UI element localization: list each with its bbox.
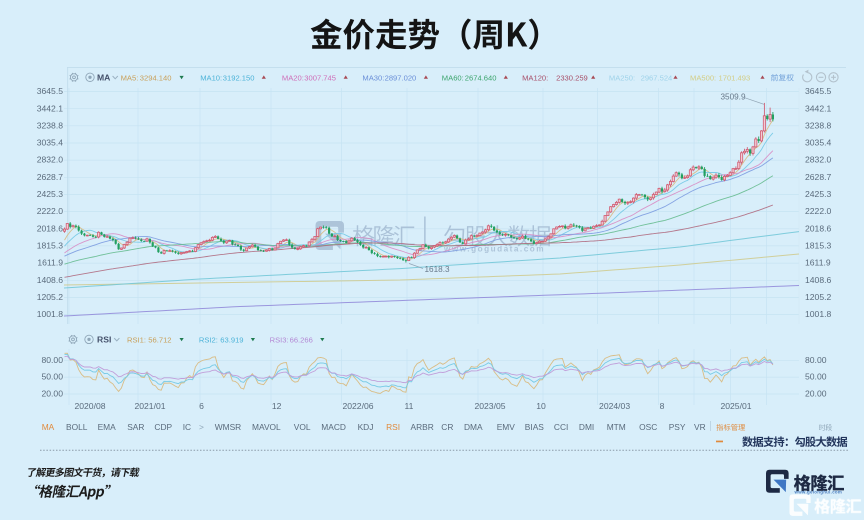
svg-text:80.00: 80.00: [41, 355, 63, 365]
svg-text:2330.259: 2330.259: [556, 74, 588, 83]
svg-text:KDJ: KDJ: [358, 422, 374, 432]
svg-text:2628.7: 2628.7: [805, 172, 832, 182]
svg-text:1001.8: 1001.8: [37, 309, 64, 319]
svg-text:1408.6: 1408.6: [37, 275, 64, 285]
svg-text:OSC: OSC: [639, 422, 657, 432]
svg-text:>: >: [199, 422, 204, 432]
svg-text:1205.2: 1205.2: [37, 292, 64, 302]
svg-text:RSI3:: RSI3:: [270, 336, 289, 345]
svg-text:1205.2: 1205.2: [805, 292, 832, 302]
svg-text:EMV: EMV: [497, 422, 516, 432]
svg-text:MA20:: MA20:: [282, 74, 304, 83]
svg-text:11: 11: [405, 401, 414, 411]
svg-text:10: 10: [536, 401, 546, 411]
svg-text:1408.6: 1408.6: [805, 275, 832, 285]
svg-text:20.00: 20.00: [41, 389, 63, 399]
svg-text:2018.6: 2018.6: [37, 223, 64, 233]
svg-text:PSY: PSY: [669, 422, 686, 432]
svg-text:2023/05: 2023/05: [474, 401, 505, 411]
svg-text:2967.524: 2967.524: [641, 74, 673, 83]
svg-text:3007.745: 3007.745: [304, 74, 336, 83]
svg-text:WMSR: WMSR: [215, 422, 242, 432]
svg-text:66.266: 66.266: [290, 336, 313, 345]
svg-text:RSI1:: RSI1:: [127, 336, 146, 345]
svg-text:80.00: 80.00: [805, 355, 827, 365]
svg-text:IC: IC: [183, 422, 191, 432]
svg-text:RSI2:: RSI2:: [199, 336, 218, 345]
svg-text:DMI: DMI: [579, 422, 594, 432]
svg-text:8: 8: [660, 401, 665, 411]
svg-text:3035.4: 3035.4: [37, 138, 64, 148]
svg-text:MA30:: MA30:: [362, 74, 384, 83]
svg-text:2832.0: 2832.0: [37, 155, 64, 165]
svg-text:2897.020: 2897.020: [385, 74, 417, 83]
svg-text:2022/06: 2022/06: [342, 401, 373, 411]
svg-text:1611.9: 1611.9: [37, 258, 63, 268]
svg-text:MTM: MTM: [607, 422, 626, 432]
svg-text:RSI: RSI: [386, 422, 400, 432]
svg-text:50.00: 50.00: [805, 372, 827, 382]
svg-text:2628.7: 2628.7: [37, 172, 64, 182]
svg-text:3509.9: 3509.9: [720, 92, 745, 101]
svg-text:ARBR: ARBR: [411, 422, 434, 432]
svg-text:BIAS: BIAS: [525, 422, 544, 432]
svg-text:MA5:: MA5:: [121, 74, 139, 83]
svg-text:MA500:: MA500:: [690, 74, 716, 83]
svg-text:2832.0: 2832.0: [805, 155, 832, 165]
svg-text:MAVOL: MAVOL: [252, 422, 281, 432]
svg-text:1001.8: 1001.8: [805, 309, 832, 319]
svg-text:MA250:: MA250:: [609, 74, 635, 83]
svg-text:MA120:: MA120:: [522, 74, 548, 83]
svg-text:CR: CR: [441, 422, 453, 432]
svg-text:3645.5: 3645.5: [805, 86, 832, 96]
svg-text:3442.1: 3442.1: [805, 103, 832, 113]
svg-text:20.00: 20.00: [805, 389, 827, 399]
svg-text:3442.1: 3442.1: [37, 103, 64, 113]
svg-text:12: 12: [272, 401, 282, 411]
svg-text:2018.6: 2018.6: [805, 223, 832, 233]
svg-text:MA: MA: [42, 422, 55, 432]
svg-text:1611.9: 1611.9: [805, 258, 831, 268]
svg-text:VOL: VOL: [294, 422, 311, 432]
svg-text:2222.0: 2222.0: [37, 206, 64, 216]
svg-text:1815.3: 1815.3: [805, 241, 832, 251]
svg-text:1815.3: 1815.3: [37, 241, 64, 251]
svg-text:3294.140: 3294.140: [140, 74, 172, 83]
svg-text:CDP: CDP: [154, 422, 172, 432]
svg-text:CCI: CCI: [554, 422, 568, 432]
svg-text:56.712: 56.712: [148, 336, 171, 345]
svg-text:MA10:: MA10:: [200, 74, 222, 83]
svg-text:www.gogudata.com: www.gogudata.com: [443, 245, 545, 254]
svg-text:3238.8: 3238.8: [805, 120, 832, 130]
svg-text:EMA: EMA: [98, 422, 117, 432]
svg-text:www.gelonghui.com: www.gelonghui.com: [794, 490, 843, 495]
svg-text:1618.3: 1618.3: [425, 265, 450, 274]
svg-text:6: 6: [199, 401, 204, 411]
svg-text:63.919: 63.919: [220, 336, 243, 345]
svg-text:2222.0: 2222.0: [805, 206, 832, 216]
svg-text:VR: VR: [694, 422, 706, 432]
svg-text:3645.5: 3645.5: [37, 86, 64, 96]
svg-text:MA: MA: [97, 73, 110, 83]
svg-text:50.00: 50.00: [41, 372, 63, 382]
svg-text:2025/01: 2025/01: [720, 401, 751, 411]
svg-text:2425.3: 2425.3: [37, 189, 64, 199]
svg-text:2020/08: 2020/08: [74, 401, 105, 411]
svg-text:BOLL: BOLL: [66, 422, 88, 432]
svg-text:MA60:: MA60:: [442, 74, 464, 83]
svg-text:2021/01: 2021/01: [134, 401, 165, 411]
svg-text:MACD: MACD: [321, 422, 346, 432]
svg-text:2674.640: 2674.640: [465, 74, 497, 83]
svg-text:3192.150: 3192.150: [223, 74, 255, 83]
svg-text:2024/03: 2024/03: [599, 401, 630, 411]
svg-text:3238.8: 3238.8: [37, 120, 64, 130]
svg-text:SAR: SAR: [127, 422, 144, 432]
svg-text:1701.493: 1701.493: [719, 74, 751, 83]
svg-text:2425.3: 2425.3: [805, 189, 832, 199]
svg-text:DMA: DMA: [464, 422, 483, 432]
svg-text:RSI: RSI: [97, 335, 111, 345]
svg-text:3035.4: 3035.4: [805, 138, 832, 148]
